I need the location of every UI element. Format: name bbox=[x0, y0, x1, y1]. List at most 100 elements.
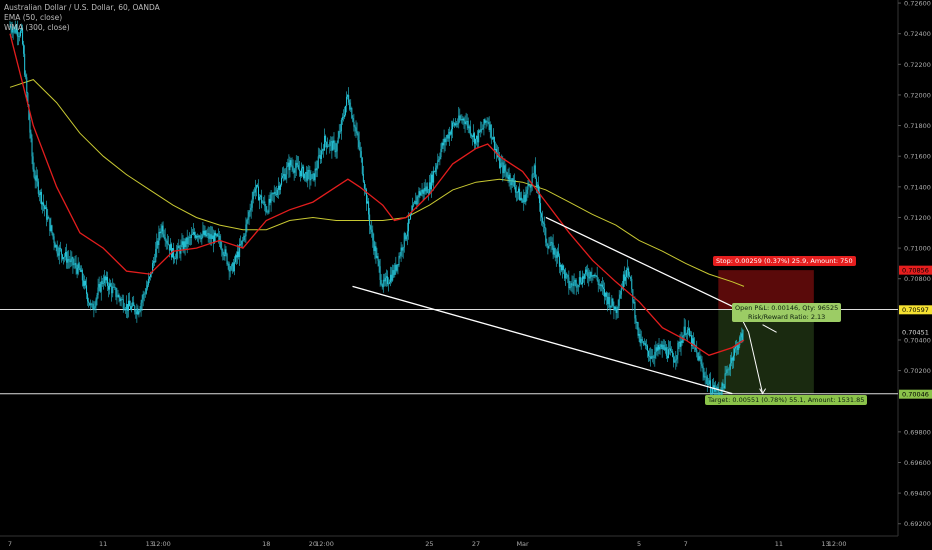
candle-body bbox=[606, 292, 608, 297]
candle-body bbox=[698, 356, 700, 361]
candle-body bbox=[368, 201, 370, 215]
stop-label[interactable]: Stop: 0.00259 (0.37%) 25.9, Amount: 750 bbox=[713, 256, 856, 266]
candle-body bbox=[22, 27, 24, 45]
candle-body bbox=[159, 231, 161, 234]
candle-body bbox=[89, 302, 91, 306]
candle-body bbox=[565, 273, 567, 279]
candle-body bbox=[305, 172, 307, 174]
candle-body bbox=[77, 263, 79, 274]
candle-body bbox=[663, 344, 665, 351]
candle-body bbox=[108, 285, 110, 290]
candle-body bbox=[72, 257, 74, 265]
candle-body bbox=[639, 333, 641, 344]
candle-body bbox=[394, 264, 396, 275]
candle-body bbox=[581, 276, 583, 285]
candle-body bbox=[227, 263, 229, 265]
candle-body bbox=[263, 201, 265, 203]
candle-body bbox=[91, 303, 93, 305]
candle-body bbox=[736, 344, 738, 347]
candle-body bbox=[420, 192, 422, 196]
candle-body bbox=[518, 188, 520, 193]
y-tick-label: 0.70400 bbox=[904, 336, 931, 344]
candle-body bbox=[96, 295, 98, 300]
candle-body bbox=[491, 137, 493, 140]
candle-body bbox=[659, 347, 661, 350]
candle-body bbox=[536, 184, 538, 187]
candle-body bbox=[88, 301, 90, 303]
candle-body bbox=[544, 223, 546, 229]
candle-body bbox=[425, 186, 427, 192]
candle-body bbox=[188, 237, 190, 238]
x-tick-label: 11 bbox=[775, 540, 783, 548]
candle-body bbox=[732, 355, 734, 361]
candle-body bbox=[143, 293, 145, 295]
candle-body bbox=[240, 244, 242, 245]
candle-body bbox=[335, 151, 337, 153]
candle-body bbox=[567, 275, 569, 278]
candle-body bbox=[33, 169, 35, 178]
candle-body bbox=[294, 167, 296, 173]
candle-body bbox=[351, 108, 353, 118]
candle-body bbox=[107, 276, 109, 286]
candle-body bbox=[678, 341, 680, 343]
candle-body bbox=[37, 181, 39, 194]
candle-body bbox=[494, 148, 496, 151]
target-label[interactable]: Target: 0.00551 (0.78%) 55.1, Amount: 15… bbox=[705, 395, 868, 405]
candle-body bbox=[468, 126, 470, 129]
candle-body bbox=[482, 127, 484, 130]
candle-body bbox=[62, 257, 64, 259]
candle-body bbox=[174, 258, 176, 260]
wma-indicator-label[interactable]: WMA (300, close) bbox=[4, 23, 70, 32]
candle-body bbox=[146, 285, 148, 289]
candle-body bbox=[423, 187, 425, 194]
pnl-label[interactable]: Open P&L: 0.00146, Qty: 96525 Risk/Rewar… bbox=[732, 303, 842, 322]
candle-body bbox=[273, 191, 275, 195]
candle-body bbox=[588, 276, 590, 279]
candle-body bbox=[360, 151, 362, 158]
candle-body bbox=[221, 248, 223, 251]
candle-body bbox=[268, 198, 270, 213]
x-tick-label: 12:00 bbox=[152, 540, 171, 548]
candle-body bbox=[95, 299, 97, 307]
candle-body bbox=[241, 240, 243, 245]
candle-body bbox=[13, 26, 15, 30]
candle-body bbox=[39, 191, 41, 195]
candle-body bbox=[356, 131, 358, 134]
candle-body bbox=[149, 272, 151, 277]
candle-body bbox=[249, 210, 251, 212]
candle-body bbox=[105, 276, 107, 281]
candle-body bbox=[440, 148, 442, 158]
candle-body bbox=[735, 346, 737, 349]
candle-body bbox=[15, 29, 17, 33]
candle-body bbox=[316, 167, 318, 171]
candle-body bbox=[232, 262, 234, 272]
ema-indicator-label[interactable]: EMA (50, close) bbox=[4, 13, 63, 22]
candle-body bbox=[561, 264, 563, 271]
candle-body bbox=[250, 207, 252, 211]
candle-body bbox=[654, 352, 656, 358]
candle-body bbox=[361, 157, 363, 174]
candle-body bbox=[204, 230, 206, 236]
candle-body bbox=[100, 281, 102, 292]
candle-body bbox=[230, 266, 232, 270]
candle-body bbox=[78, 263, 80, 269]
candle-body bbox=[87, 293, 89, 302]
candle-body bbox=[683, 326, 685, 336]
candle-body bbox=[74, 263, 76, 265]
candle-body bbox=[404, 233, 406, 240]
y-tick-label: 0.72600 bbox=[904, 0, 931, 8]
candle-body bbox=[254, 188, 256, 193]
candle-body bbox=[153, 261, 155, 264]
candle-body bbox=[199, 235, 201, 238]
candle-body bbox=[274, 191, 276, 194]
candle-body bbox=[537, 184, 539, 192]
candle-body bbox=[713, 385, 715, 389]
candle-body bbox=[441, 142, 443, 149]
candle-body bbox=[272, 193, 274, 195]
candle-body bbox=[208, 233, 210, 239]
candle-body bbox=[456, 123, 458, 125]
candle-body bbox=[549, 245, 551, 247]
candle-body bbox=[726, 369, 728, 373]
candle-body bbox=[160, 231, 162, 234]
